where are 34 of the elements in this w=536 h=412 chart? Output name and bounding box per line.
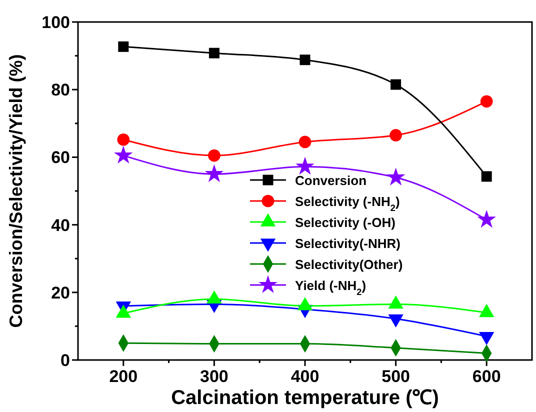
y-tick-label: 80 — [51, 80, 70, 100]
point — [296, 156, 314, 175]
legend-label: Selectivity (-NH$_{2}$) — [295, 194, 400, 213]
x-axis-title: Calcination temperature (℃) — [171, 387, 439, 409]
legend-label: Conversion — [295, 173, 367, 188]
y-tick-label: 60 — [51, 148, 70, 168]
point — [208, 149, 220, 162]
x-tick-label: 400 — [290, 367, 320, 386]
point — [300, 54, 310, 66]
legend-label: Selectivity(-NHR) — [295, 236, 400, 251]
point — [390, 79, 402, 90]
point — [118, 41, 129, 52]
x-tick-label: 500 — [382, 367, 410, 386]
y-tick-label: 0 — [60, 351, 70, 370]
point — [477, 210, 496, 228]
point — [208, 48, 220, 58]
x-tick-label: 200 — [109, 367, 138, 386]
point — [117, 133, 130, 146]
y-tick-label: 20 — [51, 283, 70, 302]
legend-label: Yield (-NH$_{2}$) — [295, 278, 366, 297]
point — [386, 168, 406, 186]
point — [114, 146, 133, 164]
y-tick-label: 100 — [42, 13, 70, 32]
x-tick-label: 300 — [200, 367, 228, 386]
point — [481, 171, 492, 182]
y-axis-title: Conversion/Selectivity/Yield (%) — [6, 54, 26, 328]
legend-label: Selectivity (-OH) — [295, 215, 396, 230]
point — [204, 164, 224, 182]
point — [480, 95, 493, 108]
x-tick-label: 600 — [472, 367, 501, 386]
y-tick-label: 40 — [51, 216, 70, 235]
legend-label: Selectivity(Other) — [295, 257, 403, 272]
point — [390, 129, 402, 142]
point — [298, 136, 312, 148]
